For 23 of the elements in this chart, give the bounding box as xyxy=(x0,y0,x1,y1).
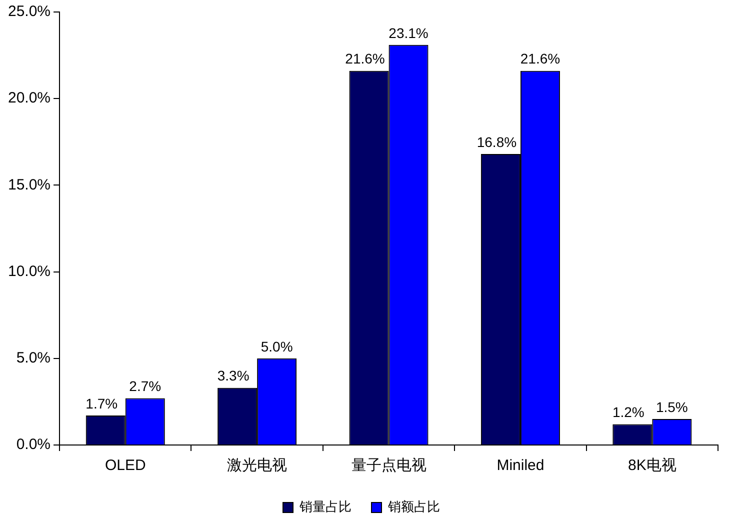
data-label: 2.7% xyxy=(129,378,162,394)
data-label: 21.6% xyxy=(520,50,560,67)
y-tick-label: 0.0% xyxy=(16,436,51,454)
x-tick-label: 激光电视 xyxy=(227,457,288,474)
data-label: 16.8% xyxy=(476,134,517,150)
data-label: 1.5% xyxy=(656,398,688,415)
data-label: 1.7% xyxy=(86,395,118,412)
data-label: 21.6% xyxy=(345,50,385,67)
data-label: 1.2% xyxy=(612,404,644,420)
y-tick-label: 15.0% xyxy=(8,176,51,194)
x-tick-label: 量子点电视 xyxy=(351,457,426,474)
x-tick-label: Miniled xyxy=(496,457,544,474)
x-tick-label: 8K电视 xyxy=(628,457,676,474)
data-label: 23.1% xyxy=(388,24,428,41)
y-tick-label: 5.0% xyxy=(16,350,51,367)
data-label: 5.0% xyxy=(260,338,293,354)
legend-label: 销量占比 xyxy=(298,499,352,514)
y-tick-label: 10.0% xyxy=(8,262,51,280)
y-tick-label: 20.0% xyxy=(8,90,51,107)
legend-label: 销额占比 xyxy=(387,499,440,514)
x-tick-label: OLED xyxy=(104,457,146,474)
data-label: 3.3% xyxy=(217,368,250,384)
y-tick-label: 25.0% xyxy=(8,3,51,20)
